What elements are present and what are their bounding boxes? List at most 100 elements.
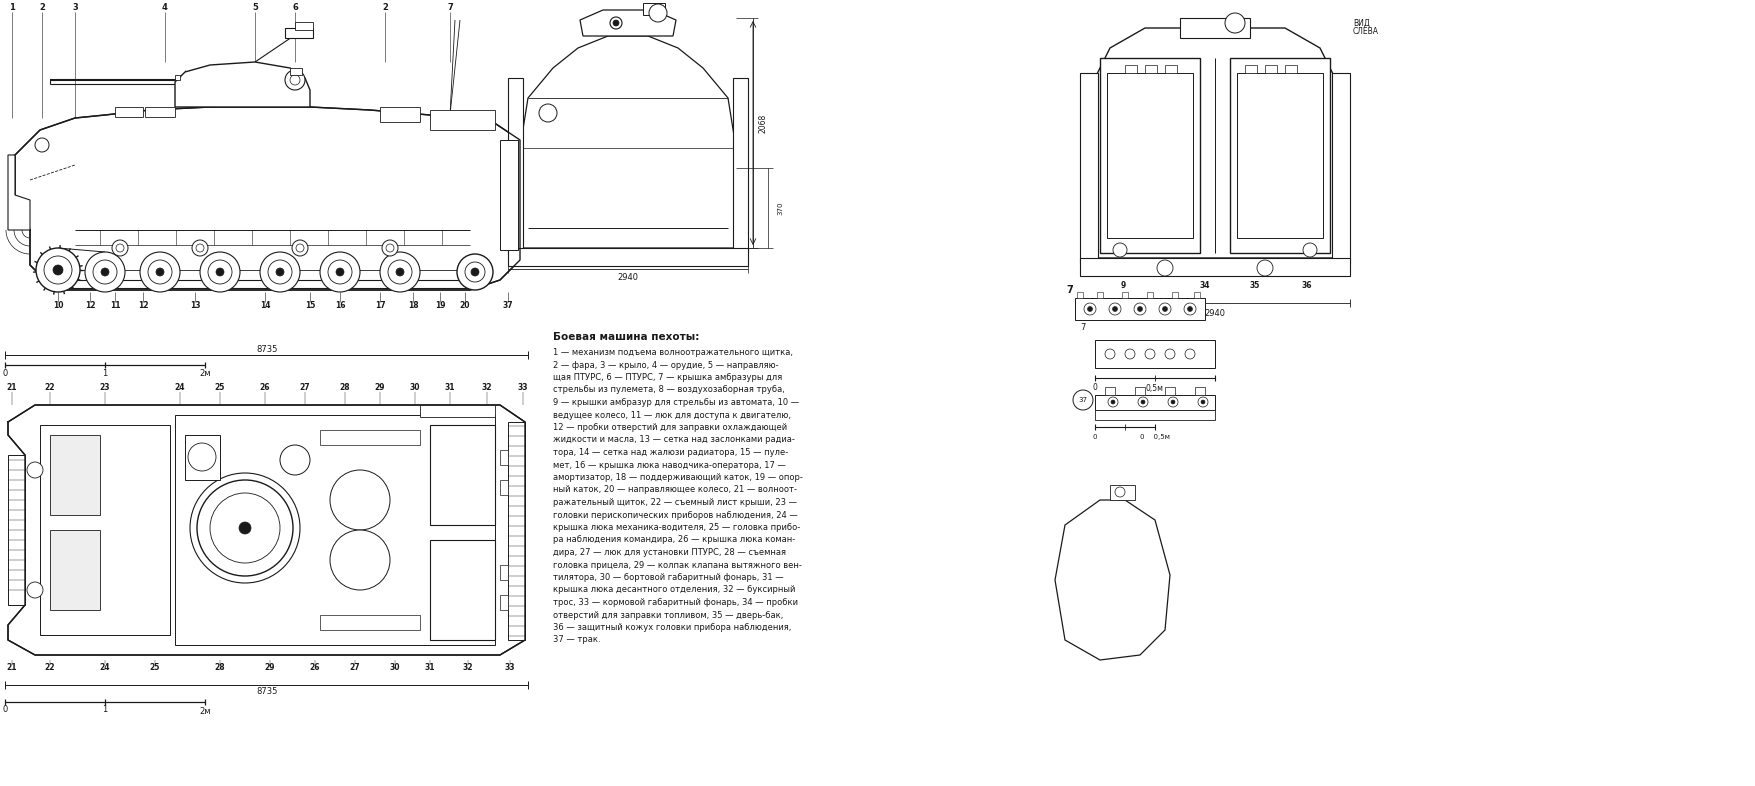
Text: 9 — крышки амбразур для стрельбы из автомата, 10 —: 9 — крышки амбразур для стрельбы из авто… — [553, 398, 799, 407]
Text: головка прицела, 29 — колпак клапана вытяжного вен-: головка прицела, 29 — колпак клапана выт… — [553, 560, 802, 570]
Text: 27: 27 — [300, 384, 311, 392]
Polygon shape — [9, 405, 525, 655]
Bar — [1285, 65, 1297, 73]
Circle shape — [216, 268, 225, 276]
Text: 37 — трак.: 37 — трак. — [553, 636, 600, 645]
Text: 3: 3 — [72, 3, 77, 13]
Text: амортизатор, 18 — поддерживающий каток, 19 — опор-: амортизатор, 18 — поддерживающий каток, … — [553, 473, 802, 482]
Text: 13: 13 — [190, 300, 200, 310]
Bar — [430, 110, 495, 130]
Circle shape — [1302, 243, 1316, 257]
Bar — [1076, 298, 1206, 320]
Circle shape — [26, 582, 44, 598]
Bar — [734, 78, 748, 253]
Text: 25: 25 — [214, 384, 225, 392]
Text: 370: 370 — [777, 201, 783, 215]
Bar — [1332, 73, 1350, 263]
Bar — [381, 107, 419, 122]
Text: 29: 29 — [265, 663, 276, 673]
Circle shape — [281, 445, 311, 475]
Circle shape — [284, 70, 305, 90]
Circle shape — [1088, 307, 1093, 311]
Text: 0: 0 — [1093, 384, 1097, 392]
Text: 28: 28 — [340, 384, 351, 392]
Circle shape — [1107, 397, 1118, 407]
Text: 18: 18 — [1065, 575, 1074, 585]
Text: 23: 23 — [100, 384, 111, 392]
Text: 2м: 2м — [200, 369, 211, 377]
Text: щая ПТУРС, 6 — ПТУРС, 7 — крышка амбразуры для: щая ПТУРС, 6 — ПТУРС, 7 — крышка амбразу… — [553, 373, 783, 382]
Circle shape — [1137, 307, 1143, 311]
Bar — [1121, 292, 1128, 298]
Bar — [430, 540, 495, 640]
Bar — [500, 450, 507, 465]
Text: 4: 4 — [161, 3, 168, 13]
Circle shape — [1137, 397, 1148, 407]
Text: 12: 12 — [84, 300, 95, 310]
Circle shape — [319, 252, 360, 292]
Bar — [1265, 65, 1278, 73]
Bar — [500, 140, 518, 250]
Bar — [1106, 387, 1114, 395]
Text: 1: 1 — [102, 706, 107, 714]
Polygon shape — [1095, 28, 1336, 258]
Polygon shape — [519, 36, 735, 248]
Circle shape — [1085, 303, 1097, 315]
Circle shape — [1257, 260, 1272, 276]
Text: 6: 6 — [291, 3, 298, 13]
Text: 32: 32 — [463, 663, 474, 673]
Text: 0: 0 — [2, 369, 7, 377]
Text: 2068: 2068 — [758, 114, 767, 133]
Text: I: I — [1081, 310, 1085, 320]
Bar — [1125, 65, 1137, 73]
Circle shape — [1125, 349, 1135, 359]
Circle shape — [381, 252, 419, 292]
Circle shape — [330, 470, 390, 530]
Text: 8735: 8735 — [256, 688, 277, 696]
Text: 2940: 2940 — [618, 274, 639, 282]
Text: 0    0,5м: 0 0,5м — [1141, 434, 1171, 440]
Text: 12: 12 — [137, 300, 147, 310]
Text: 11: 11 — [111, 300, 121, 310]
Circle shape — [1225, 13, 1244, 33]
Circle shape — [1106, 349, 1114, 359]
Circle shape — [539, 104, 556, 122]
Circle shape — [84, 252, 125, 292]
Polygon shape — [16, 107, 519, 290]
Text: 1: 1 — [9, 3, 16, 13]
Bar — [500, 565, 507, 580]
Text: ВИД: ВИД — [1353, 19, 1371, 28]
Bar — [1109, 485, 1135, 500]
Text: крышка люка механика-водителя, 25 — головка прибо-: крышка люка механика-водителя, 25 — голо… — [553, 523, 800, 532]
Text: 9: 9 — [1120, 281, 1125, 291]
Text: ра наблюдения командира, 26 — крышка люка коман-: ра наблюдения командира, 26 — крышка люк… — [553, 535, 795, 545]
Text: 16: 16 — [335, 300, 346, 310]
Circle shape — [1111, 400, 1114, 404]
Text: 31: 31 — [425, 663, 435, 673]
Bar — [1095, 340, 1214, 368]
Text: 34: 34 — [1200, 281, 1211, 291]
Bar — [319, 615, 419, 630]
Text: 24: 24 — [100, 663, 111, 673]
Circle shape — [260, 252, 300, 292]
Bar — [116, 107, 142, 117]
Circle shape — [1171, 400, 1176, 404]
Circle shape — [197, 244, 204, 252]
Circle shape — [1162, 307, 1167, 311]
Text: 20: 20 — [460, 300, 470, 310]
Circle shape — [190, 473, 300, 583]
Text: 1: 1 — [102, 369, 107, 377]
Bar — [419, 405, 495, 417]
Text: СЛЕВА: СЛЕВА — [1353, 28, 1379, 36]
Circle shape — [1114, 487, 1125, 497]
Circle shape — [1188, 307, 1192, 311]
Circle shape — [1113, 243, 1127, 257]
Bar — [319, 430, 419, 445]
Circle shape — [209, 260, 232, 284]
Text: стрельбы из пулемета, 8 — воздухозаборная труба,: стрельбы из пулемета, 8 — воздухозаборна… — [553, 385, 784, 395]
Circle shape — [188, 443, 216, 471]
Bar — [49, 435, 100, 515]
Text: 21: 21 — [7, 663, 18, 673]
Text: 37: 37 — [1079, 397, 1088, 403]
Text: 33: 33 — [518, 384, 528, 392]
